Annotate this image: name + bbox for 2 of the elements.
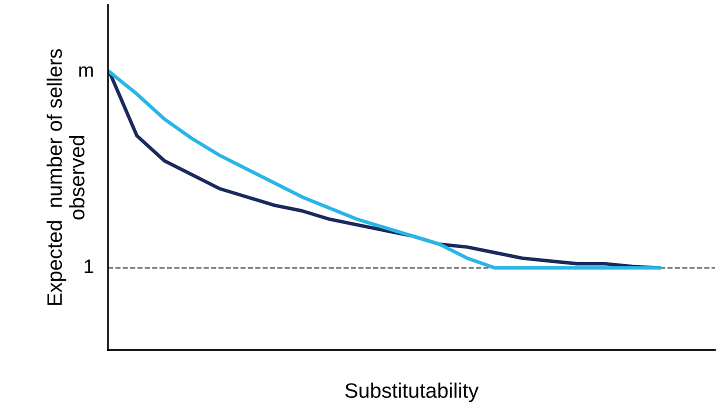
text: 1 [84, 260, 94, 273]
x-axis-title: Substitutability [345, 382, 479, 402]
